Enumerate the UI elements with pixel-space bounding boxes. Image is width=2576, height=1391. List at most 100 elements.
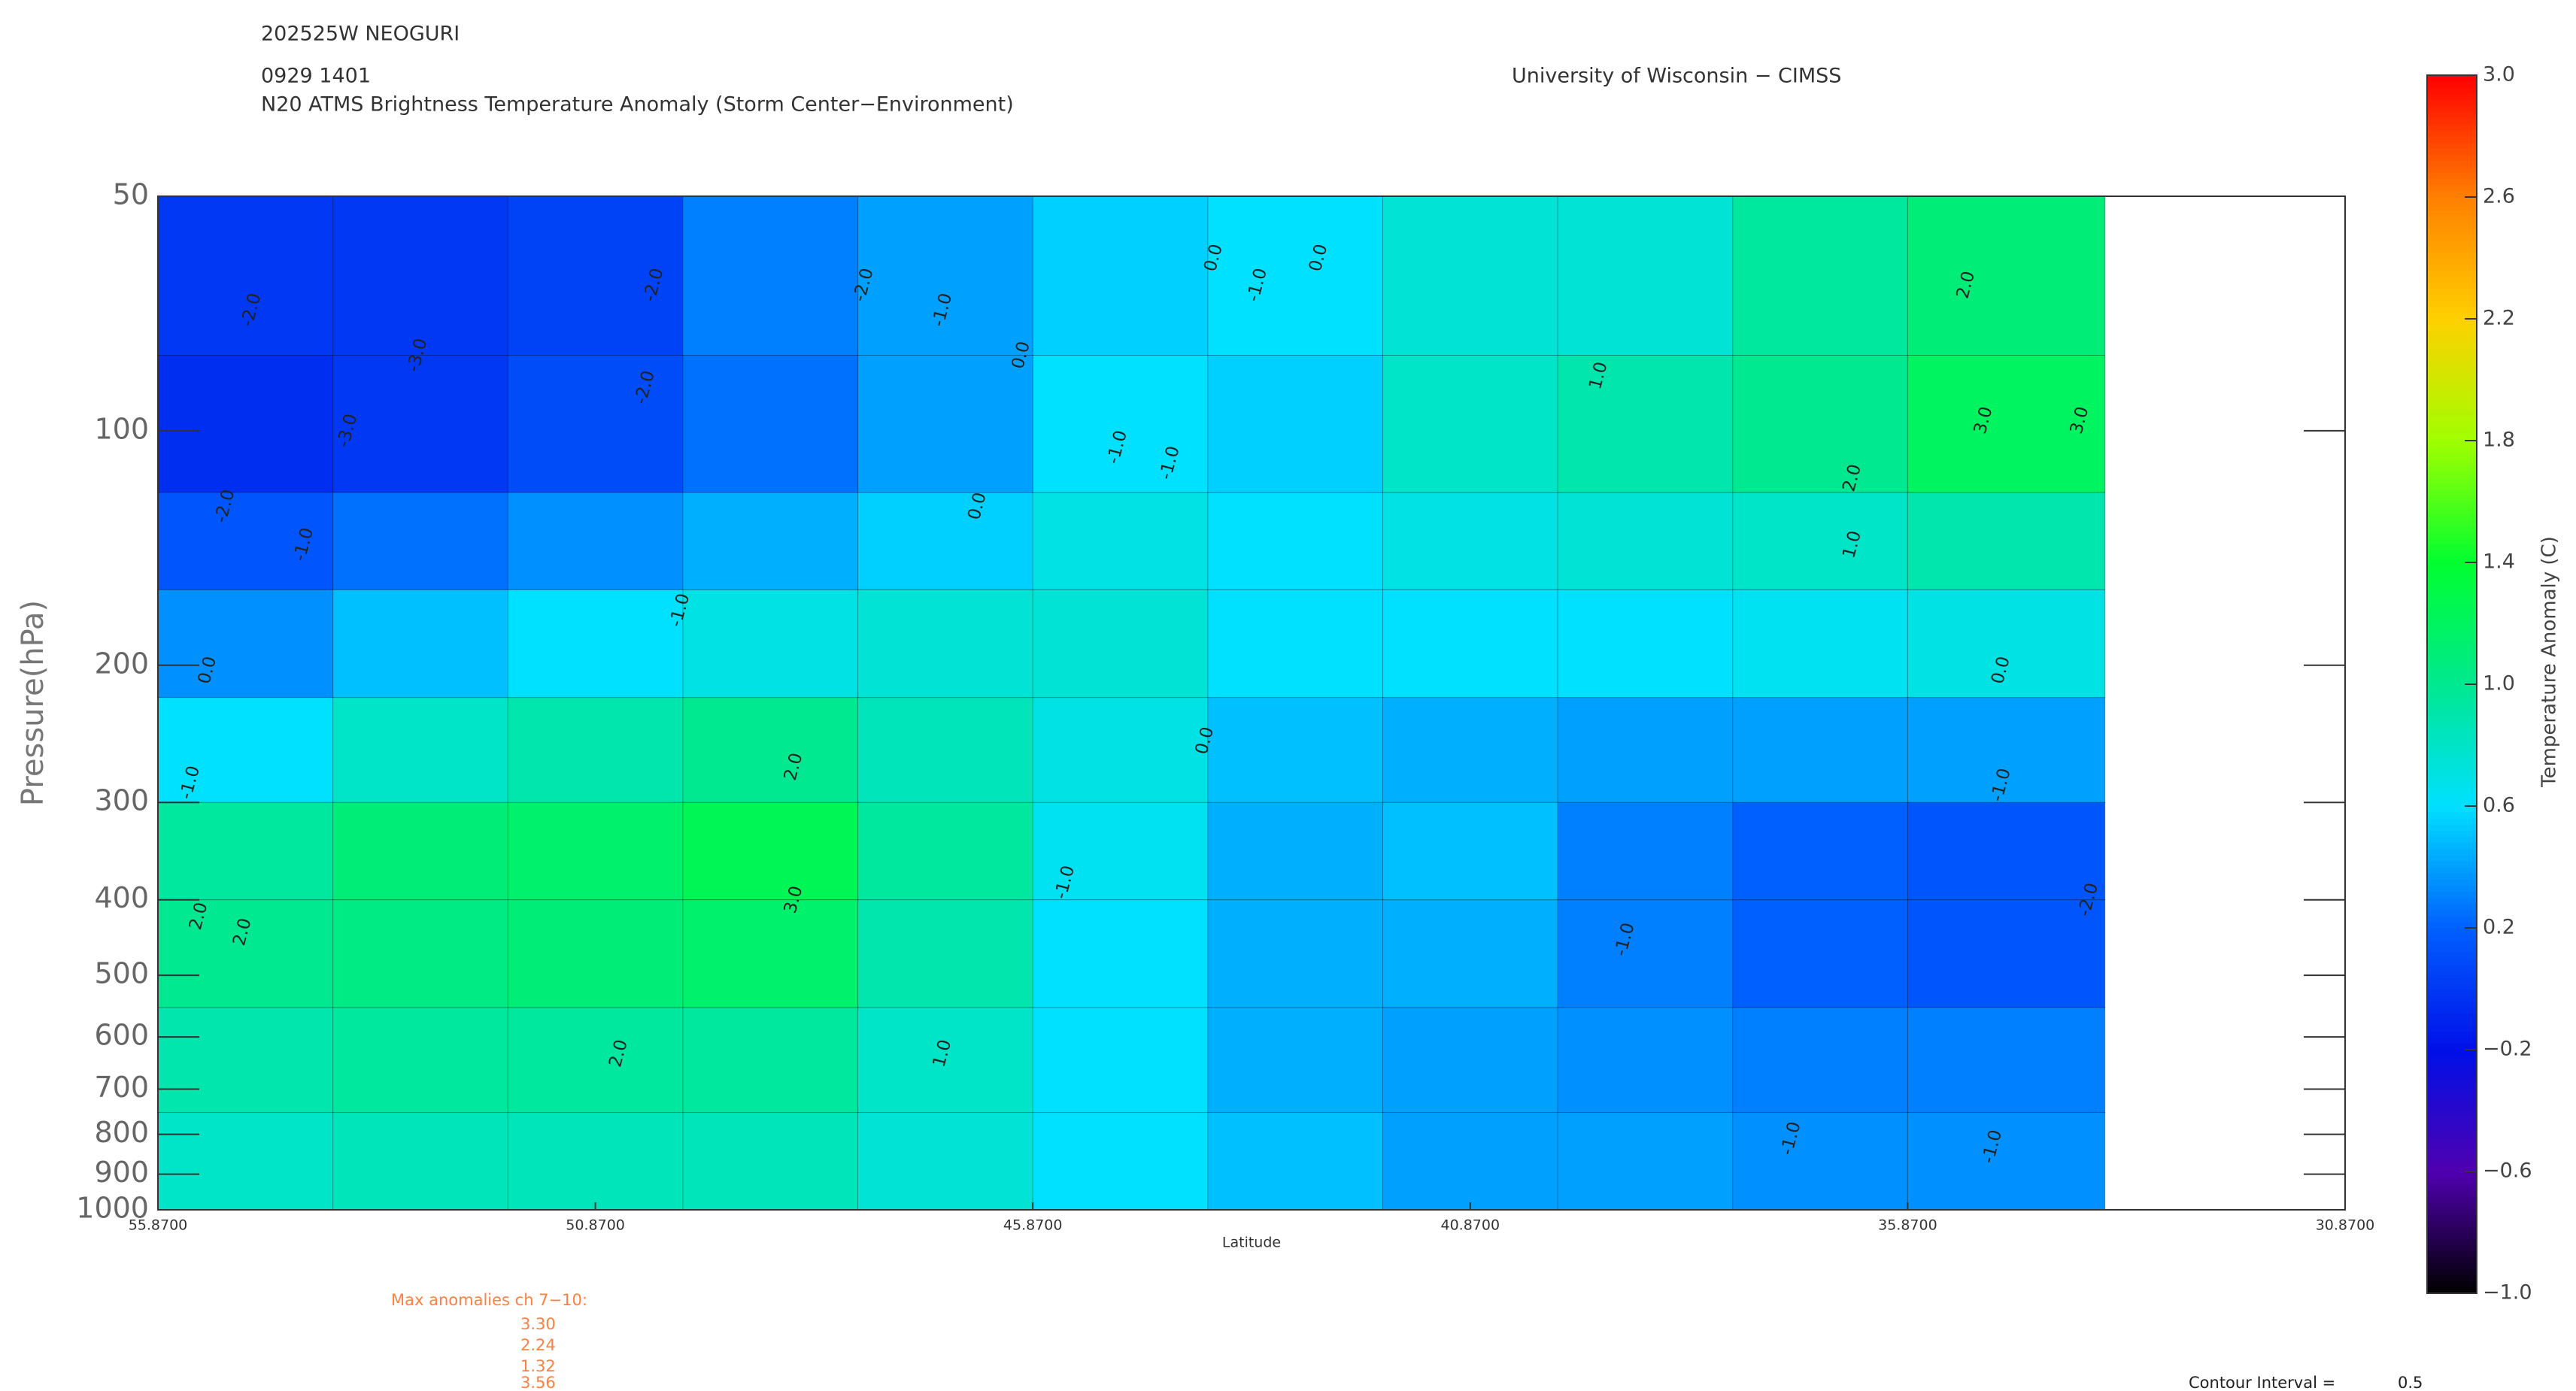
field-cell [857,354,1034,493]
field-cell [1557,589,1734,699]
colorbar-slice [2427,1074,2477,1081]
y-tick-label: 700 [94,1071,149,1104]
field-cell [1557,899,1734,1008]
colorbar-slice [2427,1286,2477,1294]
colorbar-slice [2427,928,2477,935]
colorbar-slice [2427,1031,2477,1038]
colorbar-slice [2427,1232,2477,1239]
colorbar-slice [2427,556,2477,563]
colorbar-slice [2427,136,2477,143]
colorbar-slice [2427,1007,2477,1014]
colorbar-slice [2427,502,2477,508]
field-cell [857,1007,1034,1114]
max-title: Max anomalies ch 7−10: [391,1291,587,1309]
field-cell [1557,195,1734,356]
colorbar-slice [2427,605,2477,612]
colorbar-slice [2427,964,2477,971]
field-cell [1207,195,1384,356]
colorbar-slice [2427,599,2477,606]
colorbar-tick-label: 2.6 [2483,185,2515,208]
colorbar-slice [2427,1274,2477,1282]
colorbar-slice [2427,190,2477,198]
colorbar-slice [2427,483,2477,490]
colorbar-slice [2427,245,2477,253]
colorbar-slice [2427,1013,2477,1020]
colorbar-slice [2427,915,2477,923]
colorbar-slice [2427,568,2477,575]
field-cell [157,802,334,901]
colorbar-slice [2427,1050,2477,1056]
colorbar-slice [2427,544,2477,551]
colorbar-tick-label: 1.0 [2483,672,2515,696]
field-cell [1907,589,2106,699]
colorbar-slice [2427,264,2477,271]
field-cell [682,697,859,804]
colorbar-tick-label: −0.2 [2483,1038,2532,1061]
x-tick-label: 50.8700 [566,1217,625,1234]
field-cell [1032,802,1209,901]
field-cell [1382,1007,1559,1114]
field-cell [857,802,1034,901]
colorbar-slice [2427,471,2477,478]
colorbar-slice [2427,952,2477,959]
max-value: 2.24 [520,1336,556,1354]
colorbar-slice [2427,659,2477,667]
field-cell [157,354,334,493]
colorbar-slice [2427,842,2477,850]
source: University of Wisconsin − CIMSS [1512,65,1841,88]
y-tick-label: 800 [94,1116,149,1149]
field-cell [1032,697,1209,804]
colorbar-slice [2427,1068,2477,1074]
colorbar-slice [2427,172,2477,180]
colorbar-slice [2427,769,2477,777]
colorbar-slice [2427,526,2477,533]
field-cell [507,1007,684,1114]
field-cell [682,802,859,901]
colorbar-slice [2427,726,2477,734]
field-cell [682,1007,859,1114]
colorbar-tick-label: −1.0 [2483,1281,2532,1305]
time-stamp: 0929 1401 [261,65,371,88]
colorbar-slice [2427,1062,2477,1068]
field-cell [857,1112,1034,1211]
y-tick-label: 600 [94,1019,149,1052]
field-cell [1732,1007,1909,1114]
colorbar-slice [2427,885,2477,892]
x-tick-label: 30.8700 [2316,1217,2375,1234]
colorbar-slice [2427,732,2477,740]
y-tick-label: 300 [94,784,149,817]
colorbar-slice [2427,677,2477,685]
colorbar-slice [2427,105,2477,113]
colorbar-slice [2427,294,2477,302]
colorbar-slice [2427,1262,2477,1270]
field-cell [1032,195,1209,356]
field-cell [1382,354,1559,493]
colorbar-slice [2427,386,2477,392]
colorbar-slice [2427,592,2477,600]
field-cell [1207,354,1384,493]
colorbar-slice [2427,258,2477,265]
colorbar-slice [2427,416,2477,423]
colorbar-slice [2427,763,2477,770]
colorbar-slice [2427,580,2477,587]
field-cell [1557,697,1734,804]
field-cell [507,1112,684,1211]
colorbar-slice [2427,361,2477,368]
field-cell [1032,1007,1209,1114]
colorbar-slice [2427,1037,2477,1044]
colorbar-slice [2427,312,2477,320]
colorbar-slice [2427,550,2477,557]
colorbar-slice [2427,1238,2477,1245]
y-tick-label: 400 [94,881,149,914]
interval-label: Contour Interval = [2189,1374,2335,1391]
colorbar-slice [2427,87,2477,94]
colorbar-slice [2427,422,2477,429]
colorbar-slice [2427,1208,2477,1215]
field-cell [1732,492,1909,591]
x-tick-label: 35.8700 [1878,1217,1937,1234]
colorbar-slice [2427,81,2477,88]
colorbar-slice [2427,142,2477,149]
colorbar-slice [2427,1141,2477,1148]
colorbar-slice [2427,331,2477,338]
colorbar-slice [2427,989,2477,996]
